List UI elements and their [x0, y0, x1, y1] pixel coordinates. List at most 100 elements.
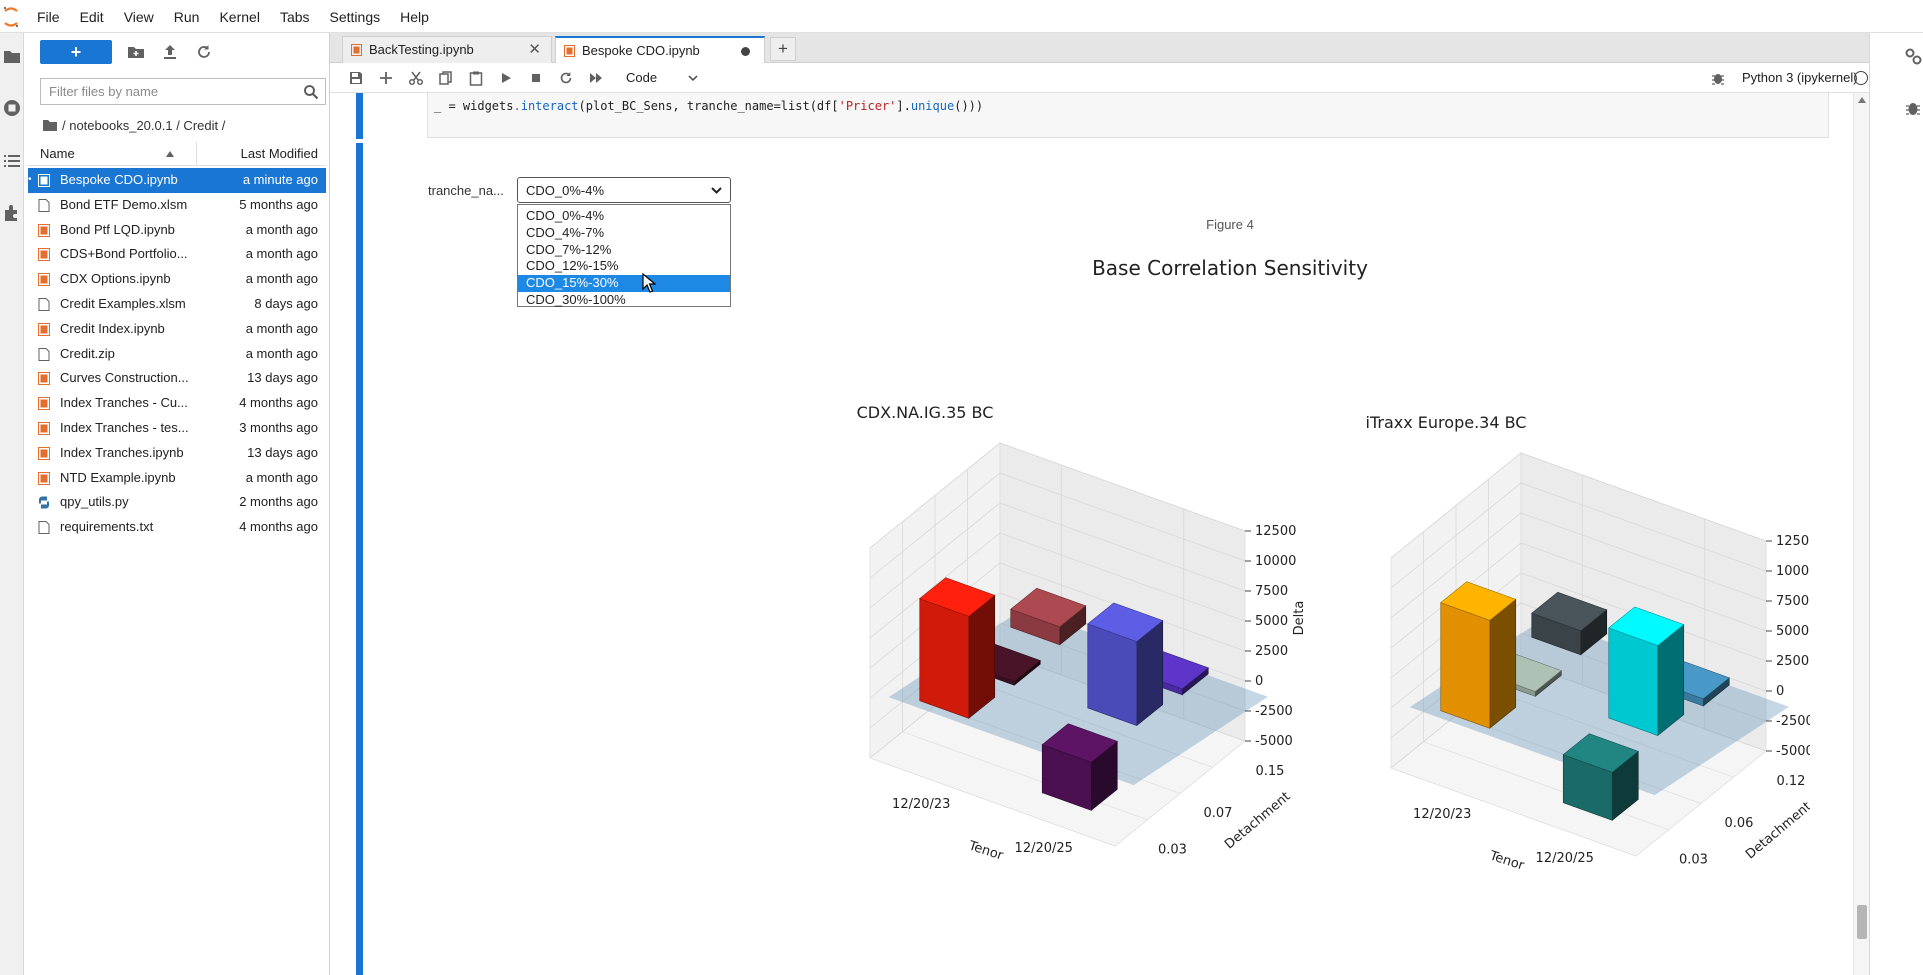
- tranche-name-select[interactable]: CDO_0%-4%: [517, 177, 731, 203]
- running-icon[interactable]: [3, 99, 21, 117]
- y-gridline: [967, 678, 1213, 768]
- notebook-icon: [38, 471, 50, 485]
- file-row[interactable]: NTD Example.ipynb a month ago: [28, 466, 326, 491]
- menu-help[interactable]: Help: [400, 8, 429, 25]
- z-tick-label: 2500: [1255, 644, 1288, 659]
- notebook-scrollbar[interactable]: [1853, 93, 1869, 975]
- file-name: Bespoke CDO.ipynb: [60, 172, 178, 187]
- file-row[interactable]: Credit Index.ipynb a month ago: [28, 317, 326, 342]
- stop-icon[interactable]: [528, 70, 544, 86]
- column-name-header[interactable]: Name: [40, 146, 75, 161]
- z-tick-label: 7500: [1776, 594, 1809, 609]
- cell-type-select[interactable]: Code: [622, 67, 702, 89]
- tab-bespoke-cdo[interactable]: Bespoke CDO.ipynb: [555, 36, 765, 64]
- kernel-name[interactable]: Python 3 (ipykernel): [1742, 70, 1858, 85]
- scroll-up-icon[interactable]: [1858, 97, 1866, 103]
- tranche-option[interactable]: CDO_7%-12%: [526, 241, 612, 257]
- cut-icon[interactable]: [408, 70, 424, 86]
- folder-icon[interactable]: [3, 47, 21, 65]
- upload-icon[interactable]: [160, 42, 180, 62]
- running-indicator-icon: •: [28, 174, 32, 185]
- copy-icon[interactable]: [438, 70, 454, 86]
- restart-icon[interactable]: [558, 70, 574, 86]
- file-row[interactable]: requirements.txt 4 months ago: [28, 515, 326, 540]
- subplot-3d-bar: iTraxx Europe.34 BC -5000 -2500 0 2500 5000 75…: [1366, 413, 1810, 874]
- tranche-option[interactable]: CDO_30%-100%: [526, 291, 626, 307]
- file-row[interactable]: CDS+Bond Portfolio... a month ago: [28, 242, 326, 267]
- file-row[interactable]: Bond ETF Demo.xlsm 5 months ago: [28, 193, 326, 218]
- close-icon[interactable]: ✕: [528, 41, 541, 58]
- tab-backtesting[interactable]: BackTesting.ipynb ✕: [342, 36, 552, 63]
- file-modified: 4 months ago: [239, 395, 318, 411]
- z-tick-label: -2500: [1255, 704, 1293, 719]
- tab-label: Bespoke CDO.ipynb: [582, 43, 700, 58]
- file-row[interactable]: Index Tranches.ipynb 13 days ago: [28, 441, 326, 466]
- debugger-icon[interactable]: [1904, 99, 1922, 117]
- tranche-option[interactable]: CDO_12%-15%: [526, 258, 619, 274]
- file-modified: 13 days ago: [247, 370, 318, 386]
- z-tick-label: 7500: [1255, 584, 1288, 599]
- notebook-panel: _ = widgets.interact(plot_BC_Sens, tranc…: [330, 93, 1869, 975]
- save-icon[interactable]: [348, 70, 364, 86]
- tranche-option[interactable]: CDO_0%-4%: [526, 208, 605, 223]
- bar-face: [1608, 627, 1659, 736]
- debugger-icon[interactable]: [1710, 70, 1726, 86]
- file-icon: [38, 297, 50, 311]
- notebook-icon: [38, 421, 50, 435]
- file-filter-input[interactable]: [41, 79, 291, 104]
- property-inspector-icon[interactable]: [1904, 47, 1922, 65]
- new-launcher-button[interactable]: +: [40, 40, 112, 64]
- file-row[interactable]: • Bespoke CDO.ipynb a minute ago: [28, 168, 326, 193]
- figure-label: Figure 4: [1206, 217, 1254, 232]
- bar-face: [1440, 581, 1517, 621]
- file-browser-toolbar: +: [24, 33, 330, 69]
- menu-tabs[interactable]: Tabs: [279, 8, 310, 25]
- tranche-dropdown-list: CDO_0%-4% CDO_4%-7% CDO_7%-12% CDO_12%-15% C…: [517, 204, 731, 307]
- file-row[interactable]: Index Tranches - Cu... 4 months ago: [28, 391, 326, 416]
- menu-settings[interactable]: Settings: [329, 8, 381, 25]
- refresh-icon[interactable]: [194, 42, 214, 62]
- menu-run[interactable]: Run: [173, 8, 200, 25]
- file-row[interactable]: Bond Ptf LQD.ipynb a month ago: [28, 218, 326, 243]
- run-icon[interactable]: [498, 70, 514, 86]
- new-folder-icon[interactable]: [126, 42, 146, 62]
- extension-icon[interactable]: [3, 204, 21, 222]
- column-divider[interactable]: [196, 142, 197, 166]
- menu-edit[interactable]: Edit: [79, 8, 104, 25]
- column-modified-header[interactable]: Last Modified: [240, 146, 318, 161]
- tranche-option[interactable]: CDO_15%-30%: [518, 275, 730, 292]
- scrollbar-thumb[interactable]: [1857, 905, 1867, 939]
- file-row[interactable]: Index Tranches - tes... 3 months ago: [28, 416, 326, 441]
- menu-file[interactable]: File: [37, 8, 60, 25]
- tranche-option[interactable]: CDO_4%-7%: [526, 224, 605, 240]
- file-row[interactable]: qpy_utils.py 2 months ago: [28, 490, 326, 515]
- insert-cell-icon[interactable]: [378, 70, 394, 86]
- paste-icon[interactable]: [468, 70, 484, 86]
- cell-collapser[interactable]: [356, 93, 363, 139]
- file-name: CDS+Bond Portfolio...: [60, 246, 188, 262]
- bar-face: [1562, 733, 1639, 773]
- file-name: Curves Construction...: [60, 370, 189, 386]
- menu-view[interactable]: View: [123, 8, 154, 25]
- y-tick-label: 0.07: [1204, 806, 1233, 821]
- z-tick-label: 10000: [1776, 564, 1810, 579]
- file-row[interactable]: Credit Examples.xlsm 8 days ago: [28, 292, 326, 317]
- notebook-icon: [38, 248, 50, 262]
- unsaved-indicator-icon[interactable]: [741, 47, 750, 56]
- new-tab-button[interactable]: +: [770, 37, 796, 61]
- file-name: Credit.zip: [60, 345, 115, 361]
- file-name: Bond ETF Demo.xlsm: [60, 196, 188, 212]
- breadcrumb-path[interactable]: / notebooks_20.0.1 / Credit /: [62, 117, 226, 133]
- file-name: qpy_utils.py: [60, 494, 129, 510]
- code-cell-editor[interactable]: _ = widgets.interact(plot_BC_Sens, tranc…: [427, 93, 1829, 138]
- fast-forward-icon[interactable]: [588, 70, 604, 86]
- output-collapser[interactable]: [356, 143, 363, 975]
- menu-kernel[interactable]: Kernel: [219, 8, 260, 25]
- subplot-title: iTraxx Europe.34 BC: [1366, 413, 1527, 432]
- file-row[interactable]: Curves Construction... 13 days ago: [28, 366, 326, 391]
- toc-icon[interactable]: [3, 152, 21, 170]
- file-modified: 4 months ago: [239, 519, 318, 535]
- file-row[interactable]: Credit.zip a month ago: [28, 342, 326, 367]
- file-row[interactable]: CDX Options.ipynb a month ago: [28, 267, 326, 292]
- folder-icon[interactable]: [42, 118, 58, 132]
